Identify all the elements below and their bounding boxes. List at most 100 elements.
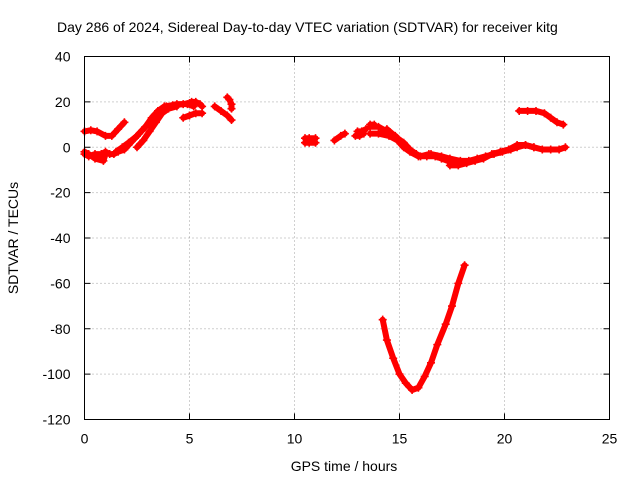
data-point <box>311 138 320 147</box>
series-arc6 <box>179 109 207 122</box>
data-point <box>532 106 540 115</box>
series-band <box>211 103 235 123</box>
data-point <box>107 131 116 140</box>
data-point <box>145 127 154 136</box>
data-point <box>454 161 463 170</box>
y-tick-label: -60 <box>50 275 70 291</box>
series-arc18 <box>382 125 421 159</box>
data-point <box>553 118 561 127</box>
data-point <box>93 127 102 136</box>
data-point <box>97 150 106 159</box>
data-point <box>561 143 570 152</box>
data-point <box>118 143 127 152</box>
data-point <box>191 97 200 106</box>
data-point <box>133 143 141 152</box>
y-tick-label: 0 <box>63 139 71 155</box>
x-tick-label: 25 <box>602 431 618 447</box>
data-point <box>84 152 93 161</box>
y-tick-label: -20 <box>50 185 70 201</box>
data-point <box>366 122 375 131</box>
data-point <box>441 320 450 329</box>
data-point <box>546 145 555 154</box>
data-point <box>395 370 404 379</box>
data-point <box>198 109 207 118</box>
data-point <box>99 156 108 165</box>
data-point <box>496 147 505 156</box>
series-arc1 <box>80 118 129 140</box>
data-point <box>382 336 391 345</box>
data-point <box>158 109 167 118</box>
data-point <box>521 140 530 149</box>
data-point <box>172 102 181 111</box>
x-axis-label: GPS time / hours <box>291 458 398 474</box>
data-point <box>86 126 95 135</box>
data-point <box>225 95 234 104</box>
data-point <box>179 100 188 109</box>
data-point <box>471 156 480 165</box>
data-point <box>217 106 225 115</box>
series-arc7 <box>187 97 207 111</box>
series-band <box>331 130 348 144</box>
data-point <box>412 150 421 159</box>
data-point <box>487 150 496 159</box>
data-point <box>555 145 564 154</box>
series-arc21 <box>515 106 568 129</box>
data-point <box>227 104 236 113</box>
data-point <box>414 383 423 392</box>
series-arc14 <box>353 125 370 136</box>
data-point <box>336 131 345 140</box>
y-axis-label: SDTVAR / TECUs <box>5 182 21 294</box>
data-point <box>357 127 366 136</box>
data-point <box>393 134 402 143</box>
data-point <box>460 261 469 270</box>
data-point <box>374 129 383 138</box>
data-point <box>427 150 435 159</box>
data-point <box>389 354 398 363</box>
data-point <box>374 122 383 131</box>
data-point <box>151 118 160 127</box>
x-tick-label: 0 <box>81 431 89 447</box>
data-point <box>139 136 148 145</box>
y-tick-label: -100 <box>42 366 70 382</box>
data-point <box>513 140 522 149</box>
data-point <box>227 116 236 125</box>
series-band <box>379 262 468 393</box>
data-point <box>504 145 513 154</box>
data-point <box>185 111 194 120</box>
data-point <box>538 145 547 154</box>
data-point <box>198 102 207 111</box>
y-tick-label: 40 <box>55 49 71 65</box>
y-tick-label: 20 <box>55 94 71 110</box>
data-point <box>523 106 532 115</box>
y-tick-label: -80 <box>50 321 70 337</box>
x-tick-label: 20 <box>497 431 513 447</box>
data-point <box>340 129 349 138</box>
series-arc11 <box>301 138 320 147</box>
series-layer <box>80 93 570 395</box>
series-arc12 <box>330 129 349 145</box>
data-point <box>529 143 538 152</box>
data-point <box>124 138 133 147</box>
data-point <box>406 145 414 154</box>
data-point <box>141 122 150 131</box>
data-point <box>210 102 219 111</box>
data-point <box>382 125 391 134</box>
data-point <box>399 138 408 147</box>
series-arc8 <box>210 102 236 125</box>
x-tick-label: 5 <box>186 431 194 447</box>
x-tick-label: 10 <box>287 431 303 447</box>
data-point <box>479 154 488 163</box>
data-point <box>445 161 454 170</box>
data-point <box>112 147 120 156</box>
series-arc22 <box>378 261 469 395</box>
data-point <box>515 106 524 115</box>
data-point <box>223 111 232 120</box>
x-tick-label: 15 <box>392 431 408 447</box>
data-point <box>559 120 568 129</box>
data-point <box>454 279 463 288</box>
data-point <box>114 125 123 134</box>
axis-ticks: 0 5 10 15 20 25 -120 -100 -80 -60 -40 -20 0 20 40 <box>42 49 617 447</box>
data-point <box>147 113 156 122</box>
